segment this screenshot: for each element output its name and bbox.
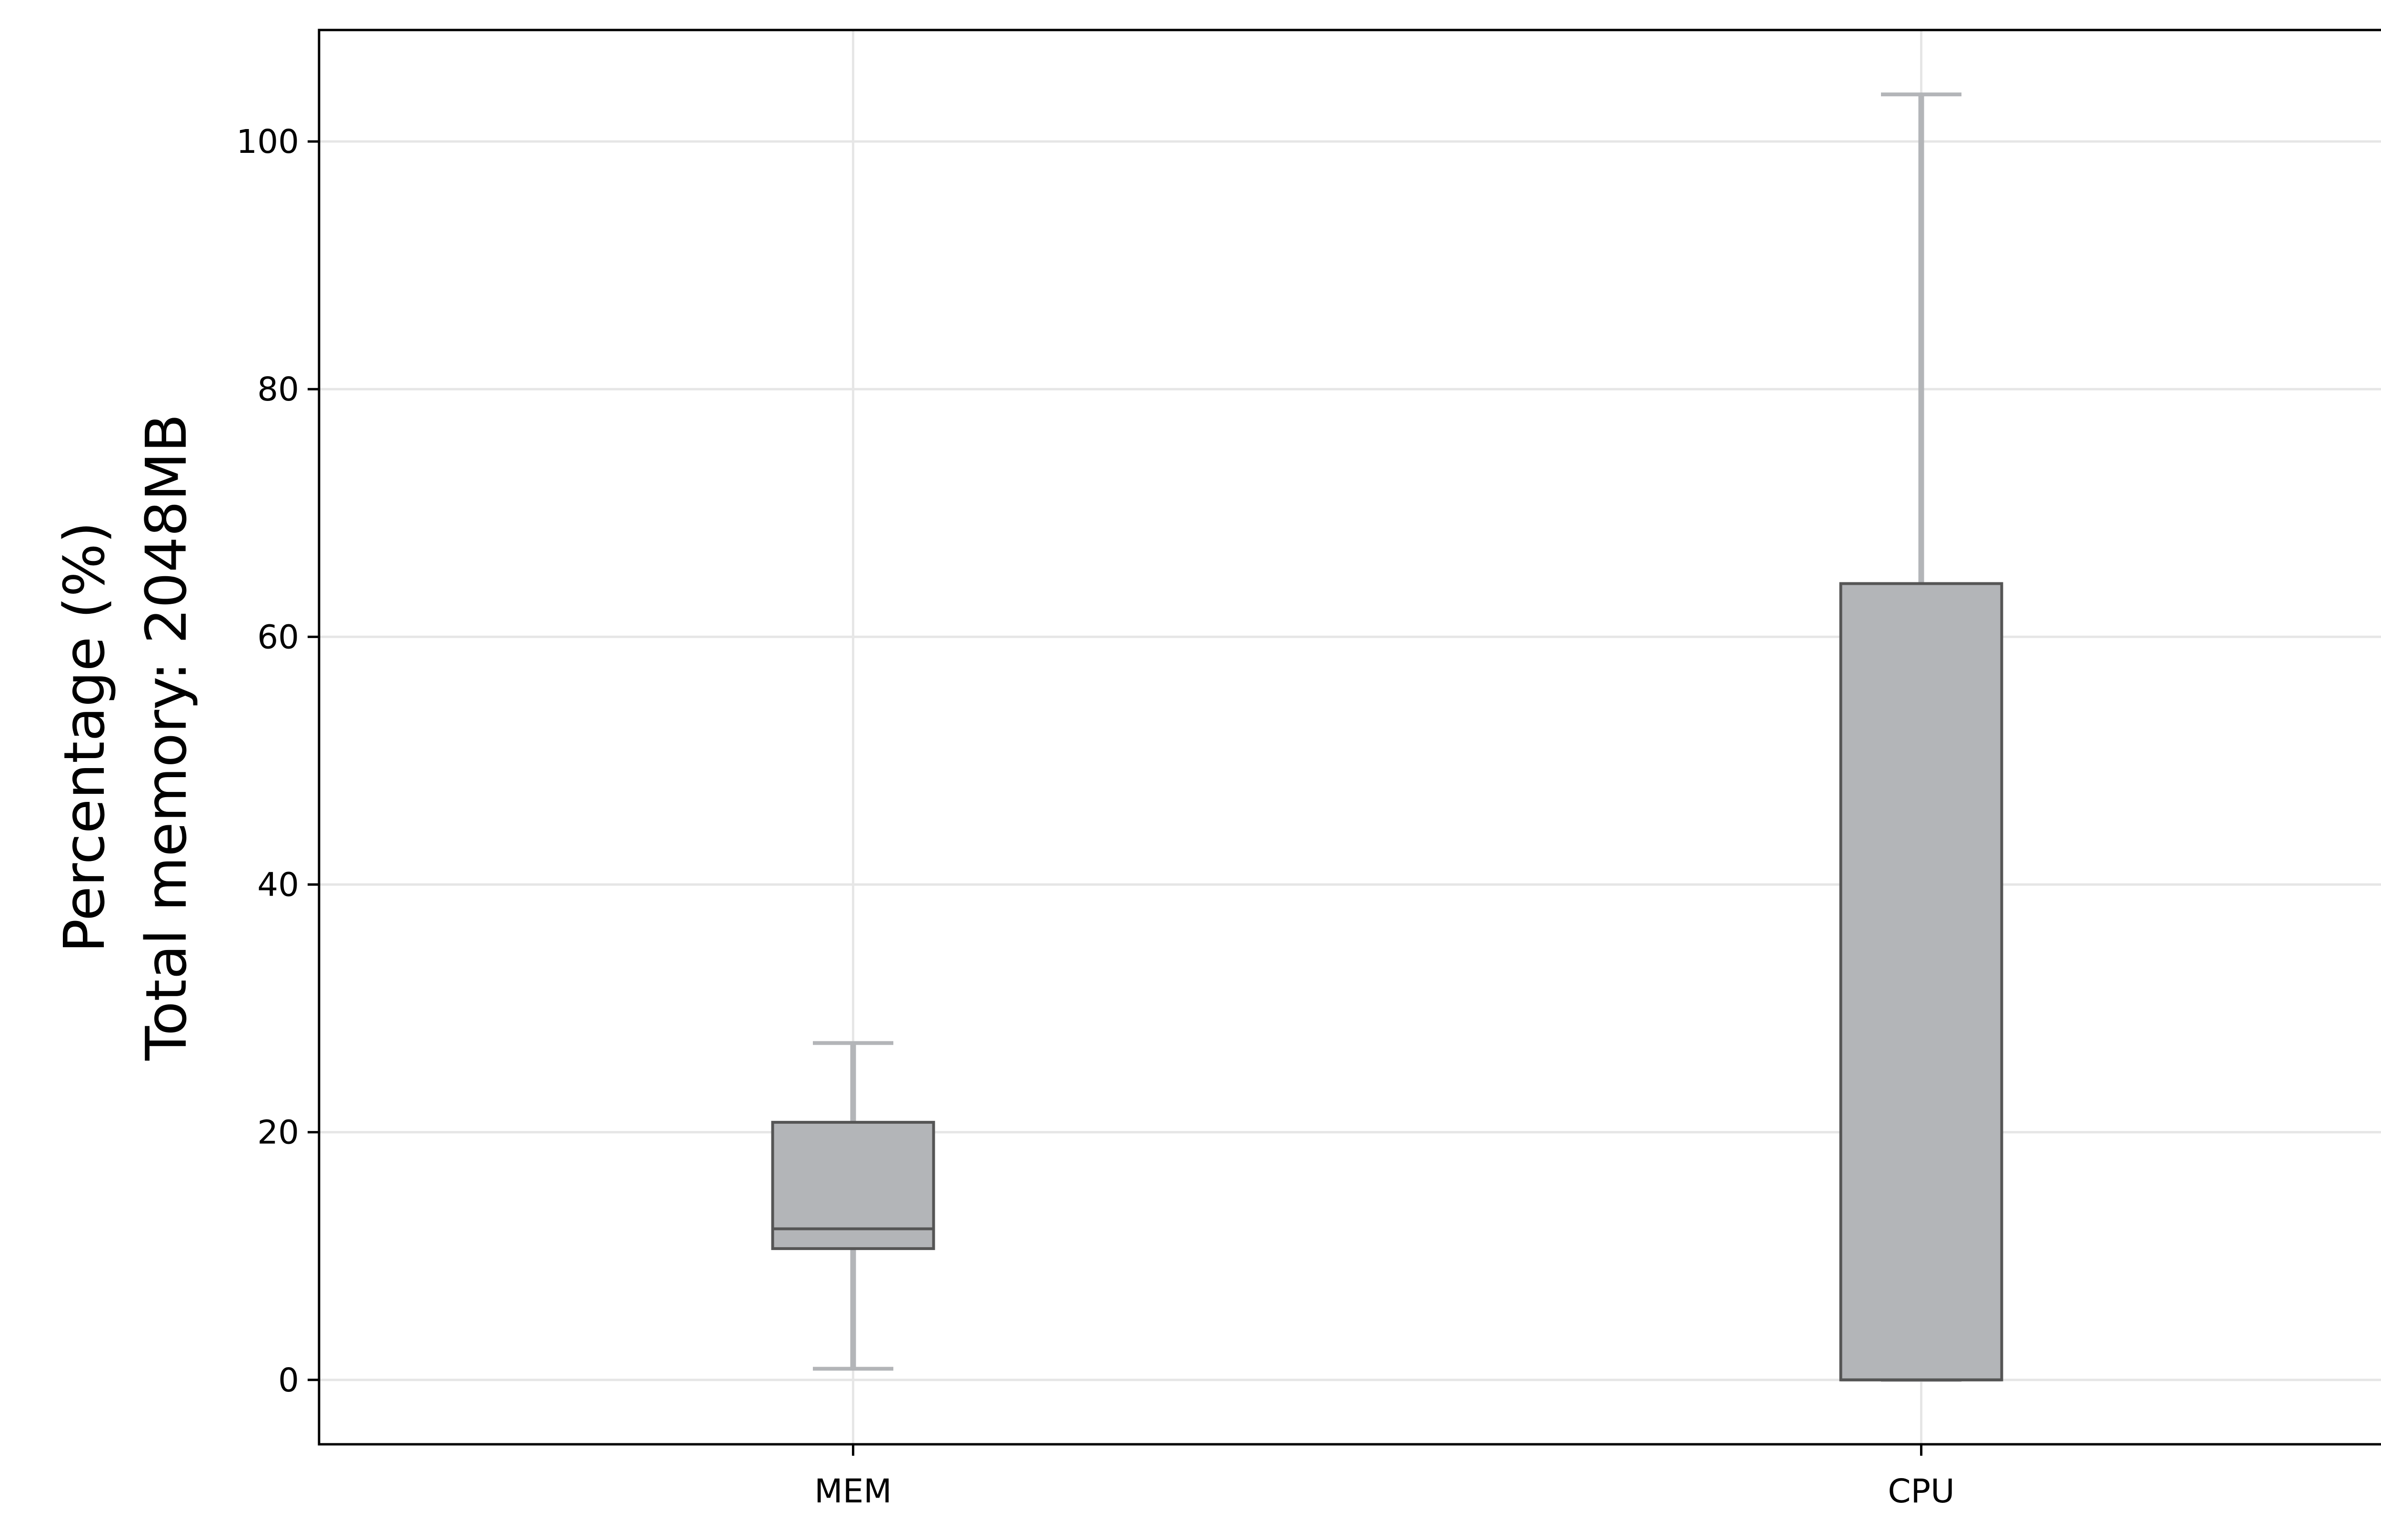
box-cpu bbox=[1839, 92, 2003, 1382]
y-tick-label: 40 bbox=[257, 866, 299, 904]
y-axis-label: Percentage (%) Total memory: 2048MB bbox=[51, 414, 199, 1061]
iqr-box bbox=[1839, 582, 2003, 1381]
box-series bbox=[771, 92, 2003, 1382]
y-tick-label: 80 bbox=[257, 370, 299, 409]
y-tick-label: 20 bbox=[257, 1114, 299, 1152]
x-axis: MEM CPU bbox=[814, 1444, 1955, 1510]
y-axis: 0 20 40 60 80 100 bbox=[236, 123, 319, 1400]
x-tick-label: MEM bbox=[814, 1472, 892, 1510]
y-tick-label: 0 bbox=[278, 1361, 299, 1400]
x-tick-label: CPU bbox=[1888, 1472, 1954, 1510]
y-tick-label: 60 bbox=[257, 618, 299, 656]
grid-lines bbox=[319, 30, 2381, 1444]
plot-frame bbox=[318, 29, 2381, 1446]
y-axis-label-line: Total memory: 2048MB bbox=[133, 414, 199, 1061]
y-axis-label-line: Percentage (%) bbox=[51, 521, 117, 953]
box-mem bbox=[771, 1041, 935, 1371]
y-tick-label: 100 bbox=[236, 123, 299, 161]
